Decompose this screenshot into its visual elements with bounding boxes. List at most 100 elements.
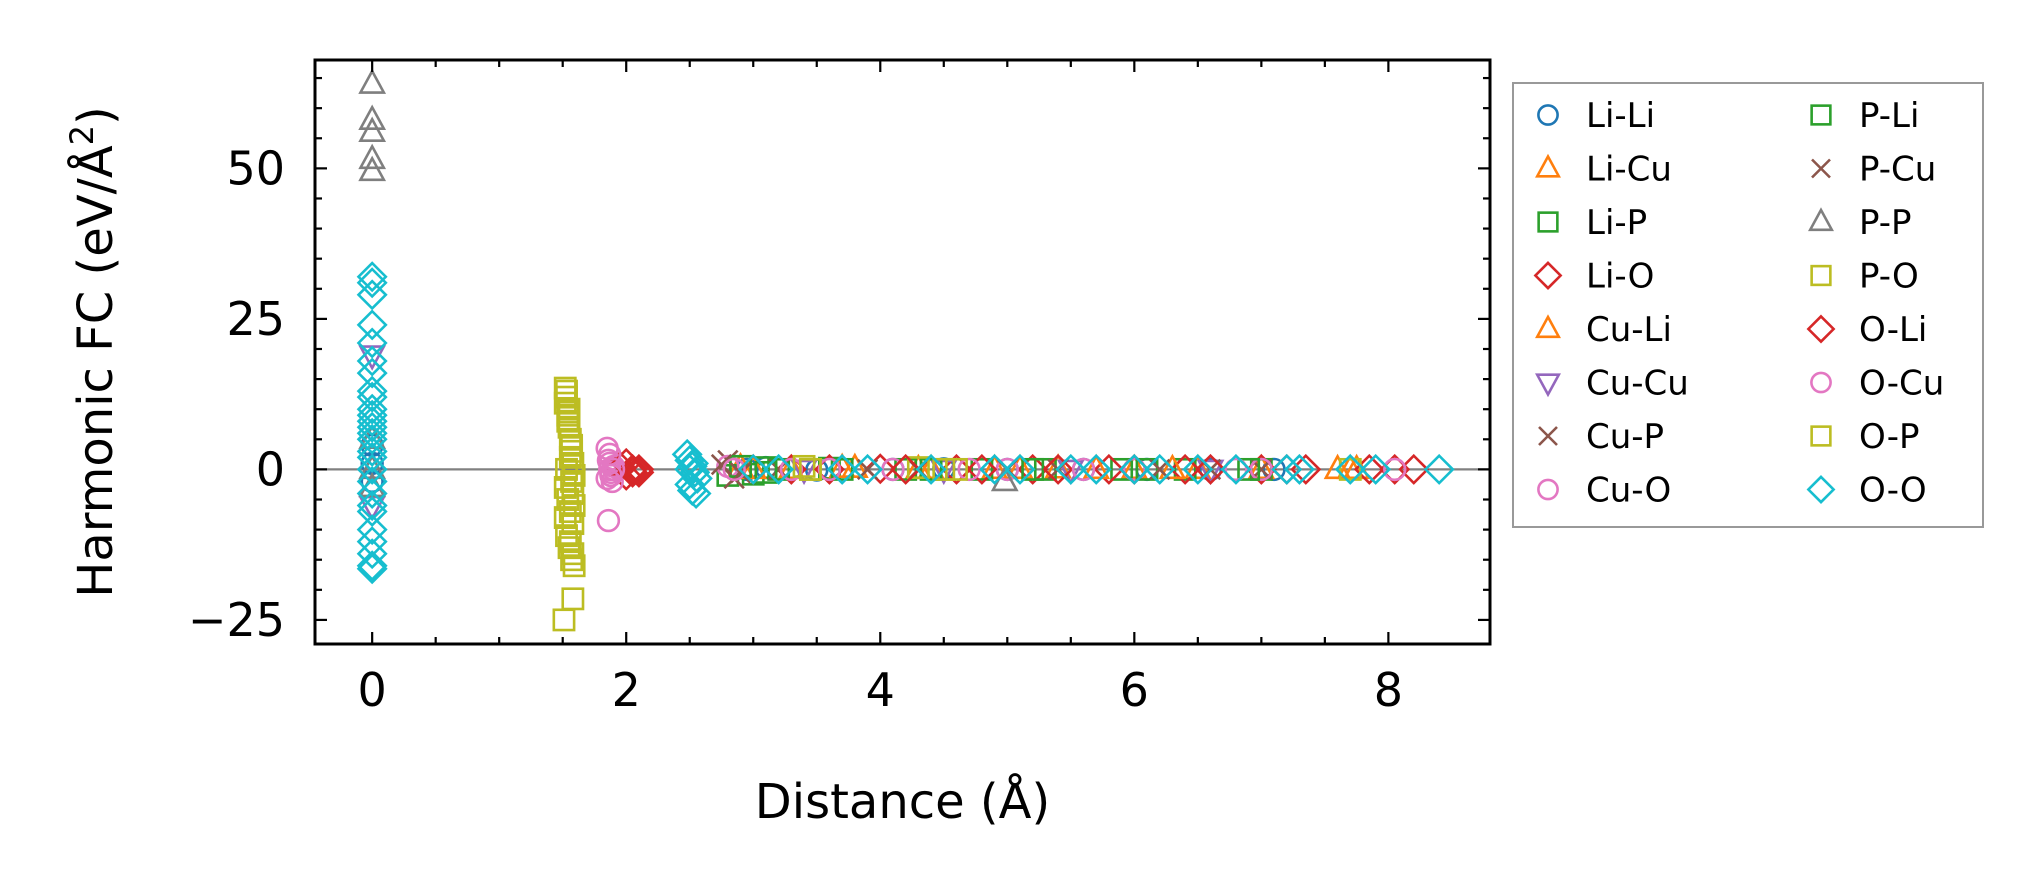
legend-marker (1535, 373, 1561, 398)
series-p-p (358, 68, 1019, 498)
legend-box (1512, 82, 1984, 528)
series-p-o (552, 376, 956, 632)
data-point (754, 460, 778, 484)
data-point (1004, 453, 1036, 485)
data-point (356, 477, 388, 509)
data-point (798, 457, 822, 481)
data-point (763, 453, 795, 485)
data-point (1071, 457, 1096, 482)
legend-item: O-P (1810, 417, 1919, 457)
series-o-p (553, 379, 1362, 566)
data-point (828, 452, 857, 478)
legend-marker (1533, 261, 1563, 290)
data-point (1135, 457, 1159, 481)
legend-marker (1810, 371, 1832, 394)
data-point (356, 399, 388, 431)
data-point (356, 553, 388, 585)
legend-marker (1810, 104, 1832, 126)
data-point (623, 453, 655, 485)
x-axis-label: Distance (Å) (755, 773, 1050, 830)
data-point (1006, 453, 1034, 480)
legend-item: Cu-Cu (1535, 364, 1689, 404)
data-point (356, 411, 388, 443)
data-point (358, 104, 387, 130)
data-point (1182, 453, 1214, 485)
data-point (552, 608, 576, 632)
data-point (980, 453, 1009, 480)
data-point (792, 454, 816, 478)
data-point (979, 453, 1011, 485)
data-point (890, 453, 922, 485)
legend-label: Li-Li (1586, 96, 1655, 136)
legend-marker (1537, 478, 1559, 501)
data-point (358, 68, 387, 94)
data-point (1044, 453, 1072, 479)
data-point (674, 468, 706, 500)
data-point (1196, 459, 1225, 486)
legend-label: O-P (1859, 417, 1919, 457)
data-point (1334, 453, 1366, 485)
legend-label: Li-O (1586, 257, 1654, 297)
legend-label: P-P (1859, 203, 1912, 243)
data-point (356, 441, 388, 473)
data-point (722, 457, 746, 482)
data-point (555, 457, 578, 481)
y-tick-label: −25 (188, 593, 285, 647)
data-point (356, 490, 388, 522)
series-cu-cu (358, 345, 1225, 522)
data-point (680, 477, 712, 509)
data-point (561, 451, 585, 475)
y-tick-label: 25 (226, 292, 285, 346)
plot-frame (313, 58, 1492, 646)
data-point (562, 554, 586, 578)
legend-item: Li-O (1533, 257, 1654, 297)
data-point (906, 456, 930, 480)
legend-label: Cu-P (1586, 417, 1664, 457)
data-point (678, 447, 710, 479)
data-point (561, 587, 585, 611)
data-point (356, 375, 388, 407)
legend-marker (1808, 207, 1834, 232)
data-point (356, 345, 388, 377)
legend-label: Cu-O (1586, 471, 1671, 511)
data-point (560, 470, 584, 493)
legend-marker (1537, 211, 1559, 233)
legend-label: O-O (1859, 471, 1927, 511)
x-tick-label: 8 (1374, 663, 1403, 717)
data-point (1220, 453, 1252, 485)
legend-item: P-Li (1810, 96, 1919, 136)
data-point (556, 488, 580, 511)
data-point (558, 500, 582, 523)
data-point (356, 327, 388, 359)
data-point (356, 465, 388, 497)
data-point (553, 506, 577, 530)
legend-item: Cu-P (1538, 417, 1664, 457)
legend-item: O-O (1806, 471, 1927, 511)
data-point (1158, 453, 1187, 480)
data-point (1383, 457, 1407, 482)
legend-item: O-Li (1806, 310, 1927, 350)
data-point (356, 381, 388, 413)
legend-label: O-Li (1859, 310, 1927, 350)
data-point (852, 453, 884, 485)
legend-item: Li-P (1537, 203, 1647, 243)
legend-item: O-Cu (1810, 364, 1944, 404)
legend-marker (1806, 314, 1836, 344)
x-tick-label: 6 (1120, 663, 1149, 717)
data-point (826, 453, 858, 485)
legend-marker (1811, 158, 1831, 179)
legend-marker (1537, 104, 1559, 126)
data-point (561, 542, 585, 566)
legend-marker (1538, 426, 1558, 446)
legend-marker (1806, 475, 1836, 504)
data-point (560, 433, 584, 457)
legend-label: P-O (1859, 257, 1919, 297)
legend-label: P-Cu (1859, 150, 1936, 190)
data-point (356, 261, 388, 293)
legend-item: Li-Li (1537, 96, 1655, 136)
axes: 0 2 4 6 8 −25 0 25 50 Distance (Å) Harmonic FC (eV… (63, 58, 1492, 830)
data-point (358, 116, 387, 142)
data-point (932, 457, 956, 481)
legend-label: P-Li (1859, 96, 1919, 136)
data-point (356, 453, 388, 485)
